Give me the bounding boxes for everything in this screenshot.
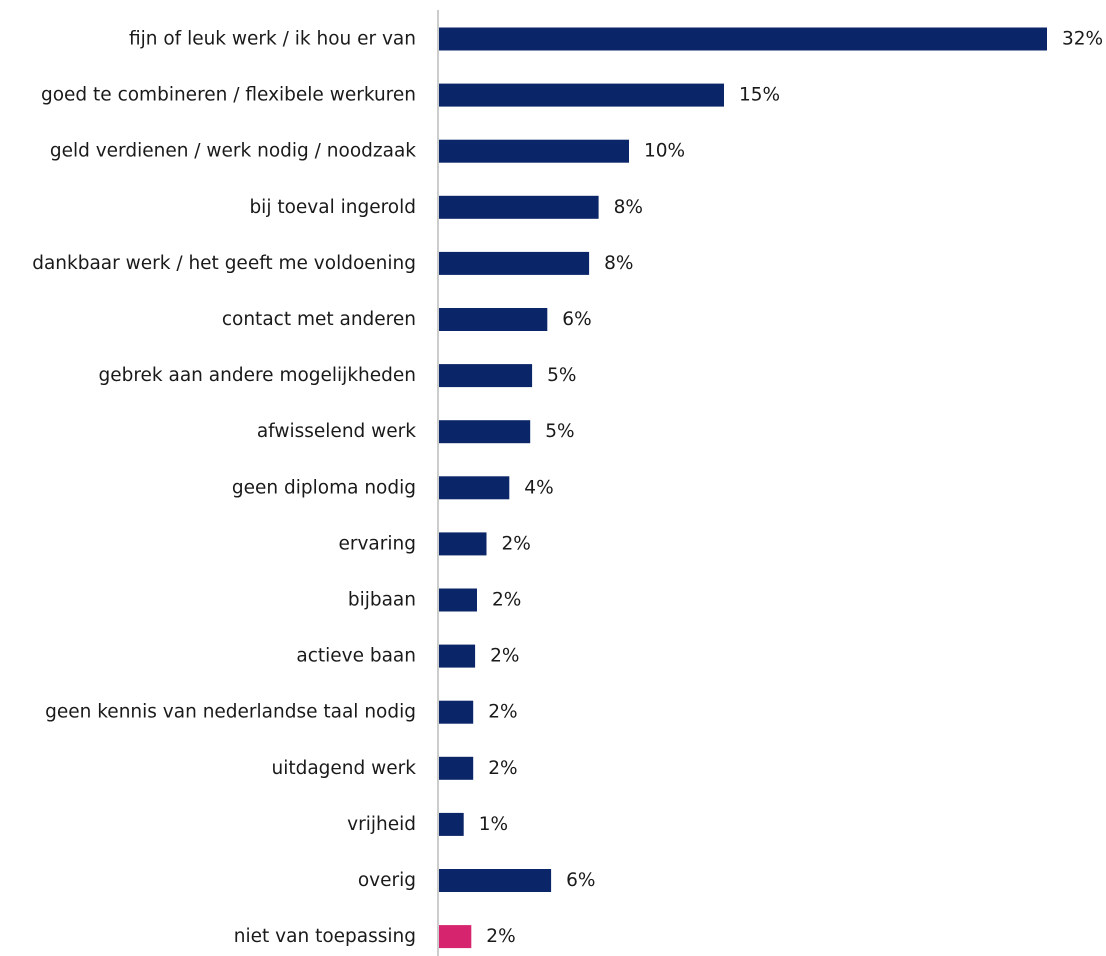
category-label-4: bij toeval ingerold <box>249 197 416 218</box>
category-label-6: contact met anderen <box>222 309 416 330</box>
bar-4 <box>439 195 599 219</box>
bar-11 <box>439 588 477 612</box>
bar-8 <box>439 420 531 444</box>
bar-13 <box>439 700 474 724</box>
bar-9 <box>439 476 510 500</box>
value-labels-group: 32% 15% 10% 8% 8% 6% 5% 5% 4% 2% 2% 2% 2% 2% 1% 6% 2% <box>479 29 1103 948</box>
value-label-11: 2% <box>492 590 521 611</box>
category-label-16: overig <box>358 870 416 891</box>
bar-12 <box>439 644 476 668</box>
category-label-5: dankbaar werk / het geeft me voldoening <box>32 253 416 274</box>
category-label-14: uitdagend werk <box>271 758 416 779</box>
value-label-8: 5% <box>545 421 574 442</box>
bar-1 <box>439 27 1047 51</box>
value-label-3: 10% <box>644 141 685 162</box>
category-label-10: ervaring <box>339 533 417 554</box>
category-labels-group: fijn of leuk werk / ik hou er van goed te… <box>32 29 416 948</box>
value-label-2: 15% <box>739 85 780 106</box>
value-label-1: 32% <box>1062 29 1103 50</box>
value-label-13: 2% <box>488 702 517 723</box>
bar-3 <box>439 139 629 163</box>
value-label-14: 2% <box>488 758 517 779</box>
category-label-11: bijbaan <box>348 590 416 611</box>
category-label-7: gebrek aan andere mogelijkheden <box>98 365 416 386</box>
category-label-9: geen diploma nodig <box>232 477 416 498</box>
value-label-16: 6% <box>566 870 595 891</box>
category-label-1: fijn of leuk werk / ik hou er van <box>129 29 416 50</box>
bar-6 <box>439 308 548 331</box>
bars-group <box>439 27 1047 949</box>
value-label-12: 2% <box>490 646 519 667</box>
bar-17 <box>439 925 472 949</box>
bar-10 <box>439 532 487 556</box>
bar-7 <box>439 364 533 388</box>
value-label-15: 1% <box>479 814 508 835</box>
value-label-6: 6% <box>562 309 591 330</box>
category-label-3: geld verdienen / werk nodig / noodzaak <box>50 141 416 162</box>
bar-2 <box>439 83 724 107</box>
category-label-2: goed te combineren / flexibele werkuren <box>41 85 416 106</box>
category-label-15: vrijheid <box>347 814 416 835</box>
category-label-17: niet van toepassing <box>234 926 416 947</box>
value-label-10: 2% <box>502 533 531 554</box>
bar-14 <box>439 756 474 780</box>
category-label-13: geen kennis van nederlandse taal nodig <box>45 702 416 723</box>
value-label-7: 5% <box>547 365 576 386</box>
value-label-4: 8% <box>614 197 643 218</box>
bar-15 <box>439 812 464 836</box>
bar-16 <box>439 869 552 892</box>
value-label-5: 8% <box>604 253 633 274</box>
value-label-9: 4% <box>524 477 553 498</box>
bar-5 <box>439 251 590 275</box>
category-label-12: actieve baan <box>296 646 416 667</box>
value-label-17: 2% <box>486 926 515 947</box>
category-label-8: afwisselend werk <box>257 421 416 442</box>
